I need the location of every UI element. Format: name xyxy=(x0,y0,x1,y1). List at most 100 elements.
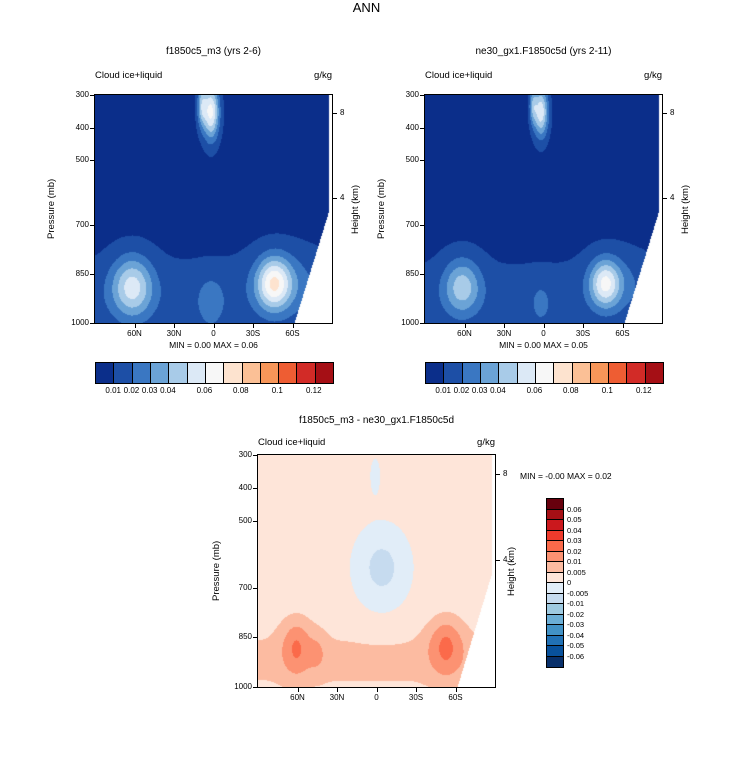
panel-1-field-label: Cloud ice+liquid xyxy=(425,70,493,81)
panel-0-units-label: g/kg xyxy=(314,70,332,81)
colorbar-cell xyxy=(114,363,133,383)
pressure-tick-label: 400 xyxy=(405,122,419,132)
latitude-tick-label: 30N xyxy=(166,329,182,338)
latitude-tick xyxy=(376,687,378,692)
colorbar-cell xyxy=(499,363,518,383)
figure-title: ANN xyxy=(352,0,381,15)
panel-2-height-axis-title: Height (km) xyxy=(506,546,517,596)
pressure-tick-label: 1000 xyxy=(71,318,89,327)
latitude-tick-label: 60N xyxy=(290,693,305,702)
colorbar-cell xyxy=(547,625,563,636)
pressure-tick-label: 500 xyxy=(238,516,252,526)
pressure-tick xyxy=(420,127,425,129)
pressure-tick xyxy=(420,274,425,276)
latitude-tick xyxy=(504,323,505,328)
colorbar-cell xyxy=(590,363,610,383)
colorbar-cell xyxy=(645,363,664,383)
diff-colorbar xyxy=(546,498,564,668)
latitude-tick-label: 30N xyxy=(329,693,345,702)
height-tick-label: 8 xyxy=(340,108,345,118)
panel-2-title: f1850c5_m3 - ne30_gx1.F1850c5d xyxy=(298,415,455,426)
panel-1-units-label: g/kg xyxy=(644,70,662,81)
diff-colorbar-tick-label: 0.06 xyxy=(567,504,582,514)
latitude-tick-label: 0 xyxy=(211,329,216,338)
diff-colorbar-tick-label: -0.02 xyxy=(567,609,585,619)
colorbar-cell xyxy=(547,635,563,646)
diff-colorbar-tick-label: -0.03 xyxy=(567,620,585,629)
latitude-tick-label: 60S xyxy=(615,329,630,338)
colorbar-cell xyxy=(205,363,225,383)
diff-colorbar-tick-label: -0.06 xyxy=(567,651,585,661)
colorbar-tick-label: 0.01 xyxy=(435,386,451,395)
pressure-tick xyxy=(253,521,258,523)
latitude-tick xyxy=(292,323,294,328)
pressure-tick xyxy=(253,637,258,639)
colorbar-cell xyxy=(547,530,563,541)
colorbar-cell xyxy=(315,363,334,383)
colorbar-tick-label: 0.03 xyxy=(141,386,158,395)
pressure-tick xyxy=(253,687,258,688)
latitude-tick xyxy=(213,323,215,328)
colorbar-cell xyxy=(547,656,563,667)
colorbar-cell xyxy=(572,363,591,383)
panel-0-height-axis-title: Height (km) xyxy=(350,184,361,234)
colorbar-cell xyxy=(132,363,151,383)
colorbar-tick-label: 0.12 xyxy=(305,386,322,395)
pressure-tick-label: 300 xyxy=(238,450,252,459)
pressure-tick xyxy=(90,274,95,276)
colorbar-cell xyxy=(480,363,500,383)
contour-plot-canvas-1 xyxy=(424,94,663,324)
colorbar-cell xyxy=(547,499,563,510)
pressure-tick-label: 300 xyxy=(405,90,419,99)
panel-1-minmax: MIN = 0.00 MAX = 0.05 xyxy=(499,340,588,350)
diff-colorbar-tick-label: 0 xyxy=(567,578,572,587)
height-tick-label: 4 xyxy=(340,192,345,202)
colorbar-cell xyxy=(627,363,646,383)
height-tick-label: 8 xyxy=(670,108,675,118)
latitude-tick-label: 0 xyxy=(374,693,379,702)
colorbar-tick-label: 0.1 xyxy=(271,386,283,395)
height-tick xyxy=(662,113,667,115)
colorbar-tick-label: 0.06 xyxy=(526,386,543,395)
latitude-tick-label: 30S xyxy=(575,329,591,338)
colorbar-cell xyxy=(279,363,298,383)
colorbar-cell xyxy=(517,363,536,383)
latitude-tick xyxy=(253,323,254,328)
latitude-tick-label: 60N xyxy=(457,329,472,338)
colorbar-cell xyxy=(260,363,280,383)
colorbar-cell xyxy=(96,363,115,383)
colorbar-cell xyxy=(150,363,170,383)
latitude-tick-label: 30S xyxy=(245,329,261,338)
latitude-tick xyxy=(464,323,466,328)
colorbar-cell xyxy=(547,583,563,594)
colorbar-cell xyxy=(547,572,563,583)
colorbar-tick-label: 0.08 xyxy=(233,386,249,395)
colorbar-cell xyxy=(535,363,555,383)
height-tick xyxy=(332,197,337,199)
pressure-tick-label: 850 xyxy=(405,269,419,279)
pressure-tick-label: 500 xyxy=(75,155,89,165)
main-colorbar xyxy=(95,362,334,384)
diff-colorbar-tick-label: 0.04 xyxy=(567,525,582,535)
colorbar-cell xyxy=(444,363,463,383)
pressure-tick-label: 1000 xyxy=(234,682,252,691)
panel-1-pressure-axis-title: Pressure (mb) xyxy=(376,178,387,240)
diff-colorbar-tick-label: -0.05 xyxy=(567,641,585,650)
colorbar-tick-label: 0.01 xyxy=(105,386,121,395)
diff-colorbar-tick-label: -0.04 xyxy=(567,630,585,640)
pressure-tick xyxy=(90,127,95,129)
colorbar-cell xyxy=(547,562,563,573)
pressure-tick-label: 850 xyxy=(238,632,252,642)
diff-colorbar-tick-label: 0.05 xyxy=(567,515,582,524)
colorbar-cell xyxy=(547,509,563,520)
panel-0-pressure-axis-title: Pressure (mb) xyxy=(46,178,57,240)
latitude-tick-label: 60N xyxy=(127,329,142,338)
colorbar-cell xyxy=(462,363,481,383)
latitude-tick xyxy=(455,687,457,692)
height-tick xyxy=(495,473,500,475)
height-tick-label: 8 xyxy=(503,468,508,478)
latitude-tick-label: 0 xyxy=(541,329,546,338)
panel-1-title: ne30_gx1.F1850c5d (yrs 2-11) xyxy=(475,46,612,57)
latitude-tick xyxy=(174,323,175,328)
latitude-tick-label: 60S xyxy=(448,693,463,702)
